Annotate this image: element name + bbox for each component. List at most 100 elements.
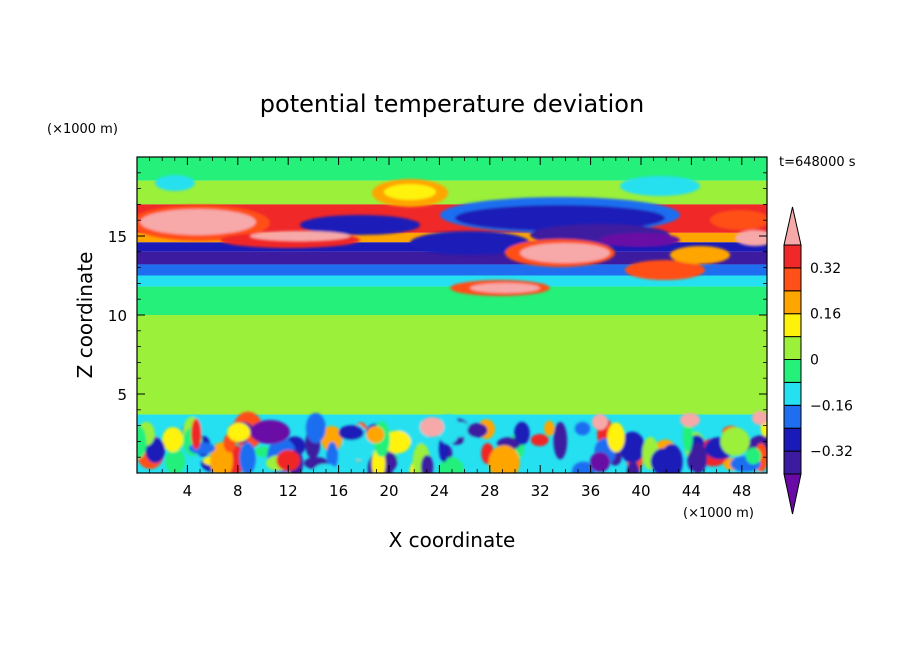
- field-patch: [553, 421, 568, 460]
- field-band: [137, 275, 767, 287]
- field-patch: [514, 421, 530, 445]
- y-tick-label: 5: [117, 386, 127, 404]
- colorbar-max-arrow: [783, 206, 802, 246]
- colorbar-box: [783, 290, 802, 315]
- field-patch: [735, 230, 767, 246]
- field-patch: [600, 233, 680, 247]
- x-tick-label: 44: [682, 482, 701, 500]
- field-patch: [682, 418, 693, 453]
- field-patch: [155, 175, 195, 191]
- chart-title: potential temperature deviation: [260, 90, 644, 118]
- field-band: [137, 315, 767, 415]
- x-tick-label: 48: [732, 482, 751, 500]
- field-patch: [165, 448, 186, 473]
- x-axis-unit: (×1000 m): [683, 506, 754, 521]
- x-tick-label: 28: [480, 482, 499, 500]
- field-patch: [720, 427, 750, 456]
- time-label: t=648000 s: [779, 155, 856, 170]
- field-patch: [162, 427, 184, 453]
- field-band: [137, 286, 767, 315]
- colorbar-box: [783, 336, 802, 361]
- field-patch: [625, 260, 705, 280]
- field-band: [137, 180, 767, 205]
- colorbar-box: [783, 427, 802, 452]
- field-patch: [305, 412, 326, 444]
- field-patch: [680, 413, 700, 427]
- field-patch: [250, 420, 290, 444]
- field-patch: [467, 423, 488, 438]
- field-patch: [191, 418, 202, 450]
- field-patch: [574, 421, 591, 436]
- x-tick-label: 8: [233, 482, 243, 500]
- colorbar-box: [783, 267, 802, 292]
- colorbar-tick-label: 0: [810, 353, 819, 369]
- x-axis-label: X coordinate: [389, 528, 516, 552]
- field-patch: [619, 431, 645, 464]
- y-axis-ticks: 5 10 15: [108, 172, 767, 458]
- field-detail: [137, 175, 767, 473]
- y-axis-unit: (×1000 m): [47, 122, 118, 137]
- field-patch: [410, 231, 530, 255]
- field-patch: [420, 455, 434, 473]
- field-patch: [463, 429, 477, 465]
- colorbar-box: [783, 404, 802, 429]
- x-tick-label: 36: [581, 482, 600, 500]
- colorbar-box: [783, 313, 802, 338]
- field-patch: [384, 184, 436, 200]
- field-patch: [710, 210, 767, 230]
- colorbar-tick-label: −0.16: [810, 398, 853, 414]
- y-tick-label: 10: [108, 307, 127, 325]
- field-patch: [650, 448, 676, 473]
- field-patch: [382, 430, 411, 454]
- field-patch: [250, 231, 350, 241]
- colorbar-box: [783, 244, 802, 269]
- field-patch: [437, 414, 460, 445]
- field-patch: [470, 283, 540, 293]
- field-patch: [320, 425, 343, 452]
- field-patch: [488, 445, 520, 473]
- colorbar-box: [783, 450, 802, 475]
- colorbar-box: [783, 381, 802, 406]
- field-patch: [607, 422, 625, 453]
- field-patch: [520, 243, 610, 263]
- x-tick-label: 4: [183, 482, 193, 500]
- field-patch: [420, 417, 444, 437]
- field-patch: [590, 452, 610, 472]
- field-patch: [689, 442, 708, 473]
- x-axis-ticks: 4 8 12 16 20 24 28 32 36 40 44 48: [149, 157, 755, 500]
- field-patch: [227, 422, 251, 442]
- field-patch: [140, 209, 256, 235]
- field-patch: [670, 246, 730, 264]
- field-patch: [620, 176, 700, 196]
- heatmap-field: [137, 157, 767, 473]
- field-patch: [544, 420, 555, 436]
- colorbar-tick-label: −0.32: [810, 444, 853, 460]
- colorbar: 0.32 0.16 0 −0.16 −0.32: [783, 206, 853, 515]
- field-patch: [745, 447, 762, 465]
- field-patch: [366, 426, 385, 444]
- colorbar-tick-label: 0.32: [810, 261, 841, 277]
- field-patch: [137, 425, 147, 459]
- field-patch: [326, 441, 338, 470]
- field-band: [137, 157, 767, 181]
- field-patch: [592, 414, 608, 430]
- field-patch: [313, 463, 337, 473]
- field-patch: [338, 425, 364, 441]
- field-patch: [300, 215, 420, 235]
- y-axis-label: Z coordinate: [73, 252, 97, 379]
- x-tick-label: 16: [329, 482, 348, 500]
- field-band: [137, 264, 767, 276]
- x-tick-label: 24: [430, 482, 449, 500]
- colorbar-tick-label: 0.16: [810, 307, 841, 323]
- field-patch: [752, 411, 767, 425]
- field-patch: [276, 449, 301, 472]
- field-patch: [626, 461, 640, 473]
- y-tick-label: 15: [108, 228, 127, 246]
- x-tick-label: 20: [379, 482, 398, 500]
- colorbar-box: [783, 359, 802, 383]
- x-tick-label: 40: [631, 482, 650, 500]
- x-tick-label: 32: [531, 482, 550, 500]
- x-tick-label: 12: [279, 482, 298, 500]
- field-patch: [530, 433, 549, 447]
